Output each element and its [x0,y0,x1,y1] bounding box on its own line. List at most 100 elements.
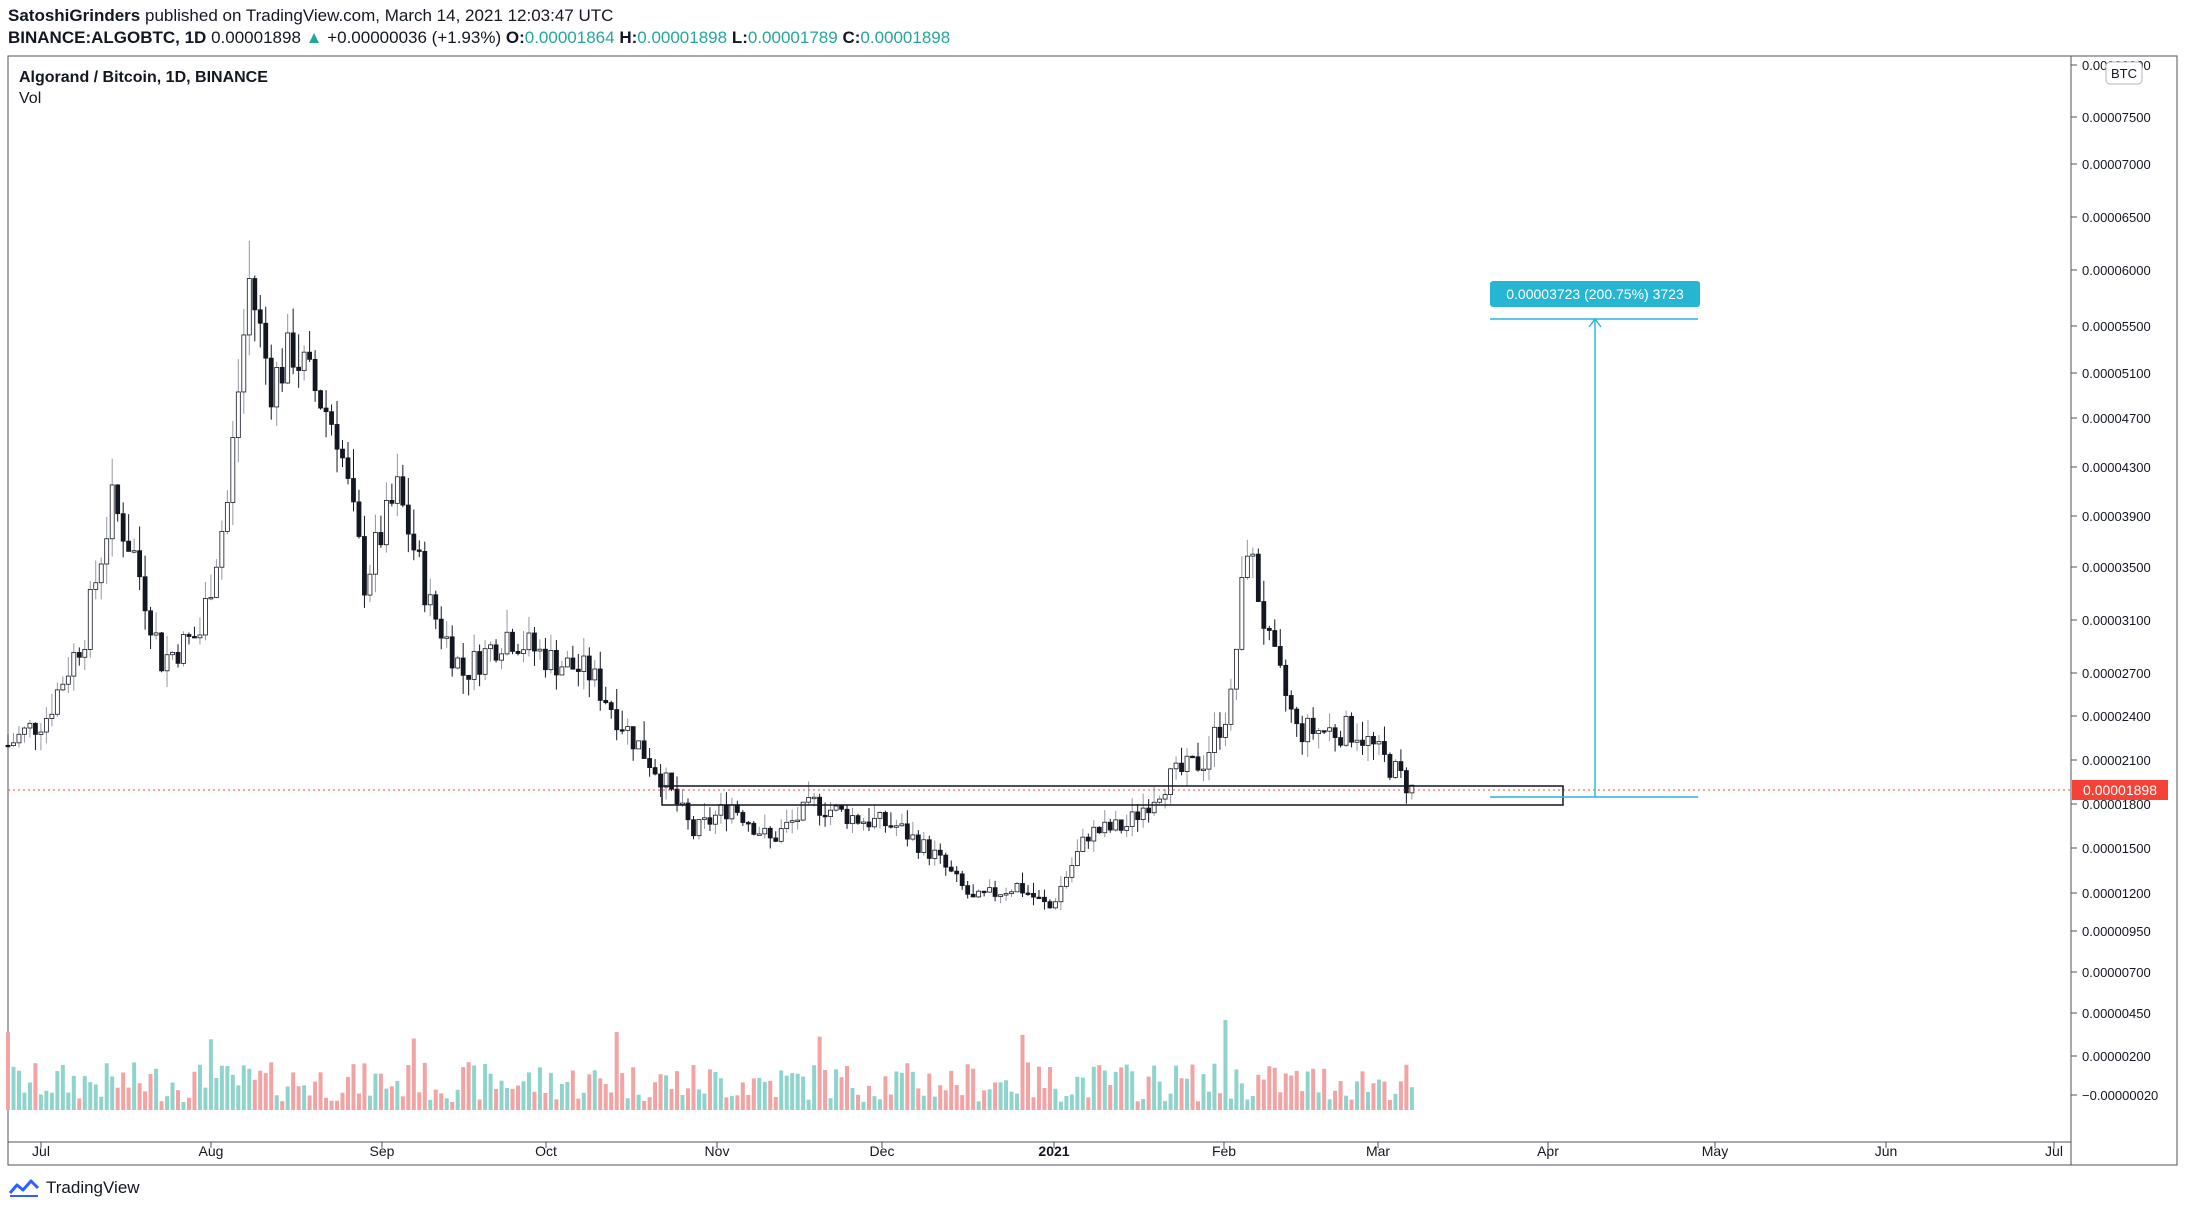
price-tick-label: 0.00002100 [2082,753,2151,768]
candle-body [263,322,269,359]
volume-bar [11,1066,16,1110]
time-tick-label: Jul [32,1143,50,1159]
volume-bar [340,1092,345,1110]
candle-body [1206,752,1212,770]
volume-bar [406,1065,411,1110]
candle-body [751,822,757,835]
candle-body [224,502,230,532]
candle-body [175,651,181,664]
candle-body [767,827,773,839]
candle-body [614,709,620,731]
volume-bar [856,1094,860,1110]
candle-body [1310,717,1316,734]
candle-body [1327,727,1333,732]
candle-body [312,358,318,392]
volume-bar [609,1092,614,1110]
volume-bar [532,1091,537,1110]
volume-bar [691,1065,696,1110]
candle-body [164,654,170,672]
candle-body [773,837,779,842]
volume-bar [647,1097,652,1110]
candle-body [307,351,313,360]
chart-pane[interactable] [7,55,2072,1166]
volume-bar [71,1075,76,1110]
time-axis-ticks: Jul Aug Sep Oct Nov Dec 2021 Feb Mar Apr May Jun Jul [8,1141,2071,1159]
volume-bar [1333,1090,1338,1110]
volume-bar [565,1082,570,1110]
price-tick-label: 0.00001500 [2082,841,2151,856]
symbol-name[interactable]: BINANCE:ALGOBTC, 1D [8,28,207,47]
price-tick-label: −0.00000020 [2082,1088,2158,1103]
volume-bar [850,1087,855,1110]
candle-body [1151,801,1157,814]
candle-body [789,820,795,823]
candle-body [937,849,943,856]
candle-body [257,309,263,324]
price-range-measure[interactable]: 0.00003723 (200.75%) 3723 [1490,281,1700,798]
price-tick-label: 0.00005500 [2082,319,2151,334]
volume-bar [1190,1064,1195,1110]
volume-bar [1080,1077,1085,1110]
candle-body [11,742,16,747]
volume-bar [1311,1068,1316,1110]
volume-bar [872,1096,877,1110]
candle-body [1053,901,1058,909]
time-tick-label: Dec [870,1143,895,1159]
volume-bar [93,1084,98,1110]
candle-body [636,740,642,750]
volume-bar [1239,1083,1244,1110]
volume-bar [866,1085,871,1110]
candle-body [795,819,801,822]
volume-bar [801,1076,806,1110]
volume-bar [499,1080,504,1110]
volume-bar [1250,1095,1255,1110]
volume-bar [307,1095,312,1110]
candle-body [570,657,576,670]
candle-body [899,823,905,827]
candle-body [1085,836,1091,842]
candle-body [872,817,877,828]
candle-body [1025,892,1031,895]
volume-bar [971,1068,976,1110]
price-tick-label: 0.00003900 [2082,509,2151,524]
volume-bar [861,1101,866,1110]
support-zone[interactable] [661,785,1564,806]
volume-bar [1053,1088,1058,1110]
volume-bar [55,1071,60,1110]
tradingview-footer[interactable]: TradingView [8,1177,140,1199]
candle-body [559,666,565,676]
candle-body [932,849,938,859]
author-name[interactable]: SatoshiGrinders [8,6,141,25]
volume-bar [1163,1101,1168,1110]
volume-bar [99,1096,104,1110]
candle-body [976,890,982,898]
volume-bar [658,1074,663,1110]
candles [5,240,1415,911]
open-label: O: [505,28,525,47]
volume-bar [921,1095,926,1110]
candle-body [987,887,993,893]
volume-bar [625,1098,630,1110]
volume-bar [1256,1074,1261,1110]
volume-bar [356,1093,361,1110]
measure-label-box [1490,281,1700,307]
candle-body [76,652,82,658]
candle-body [87,588,93,650]
price-axis-area[interactable] [2070,55,2178,1166]
volume-bar [1146,1076,1151,1110]
close-label: C: [842,28,861,47]
candle-body [493,644,499,661]
volume-bar [1075,1076,1080,1110]
volume-bar [225,1066,230,1110]
currency-badge[interactable]: BTC [2105,61,2143,85]
candle-body [1212,726,1217,753]
volume-bar [181,1101,186,1110]
volume-bar [817,1036,822,1110]
price-tick-label: 0.00000450 [2082,1006,2151,1021]
candle-body [230,437,236,503]
price-tick-label: 0.00000950 [2082,924,2151,939]
candle-body [427,594,433,606]
candle-body [433,594,439,620]
volume-bar [1113,1071,1118,1110]
